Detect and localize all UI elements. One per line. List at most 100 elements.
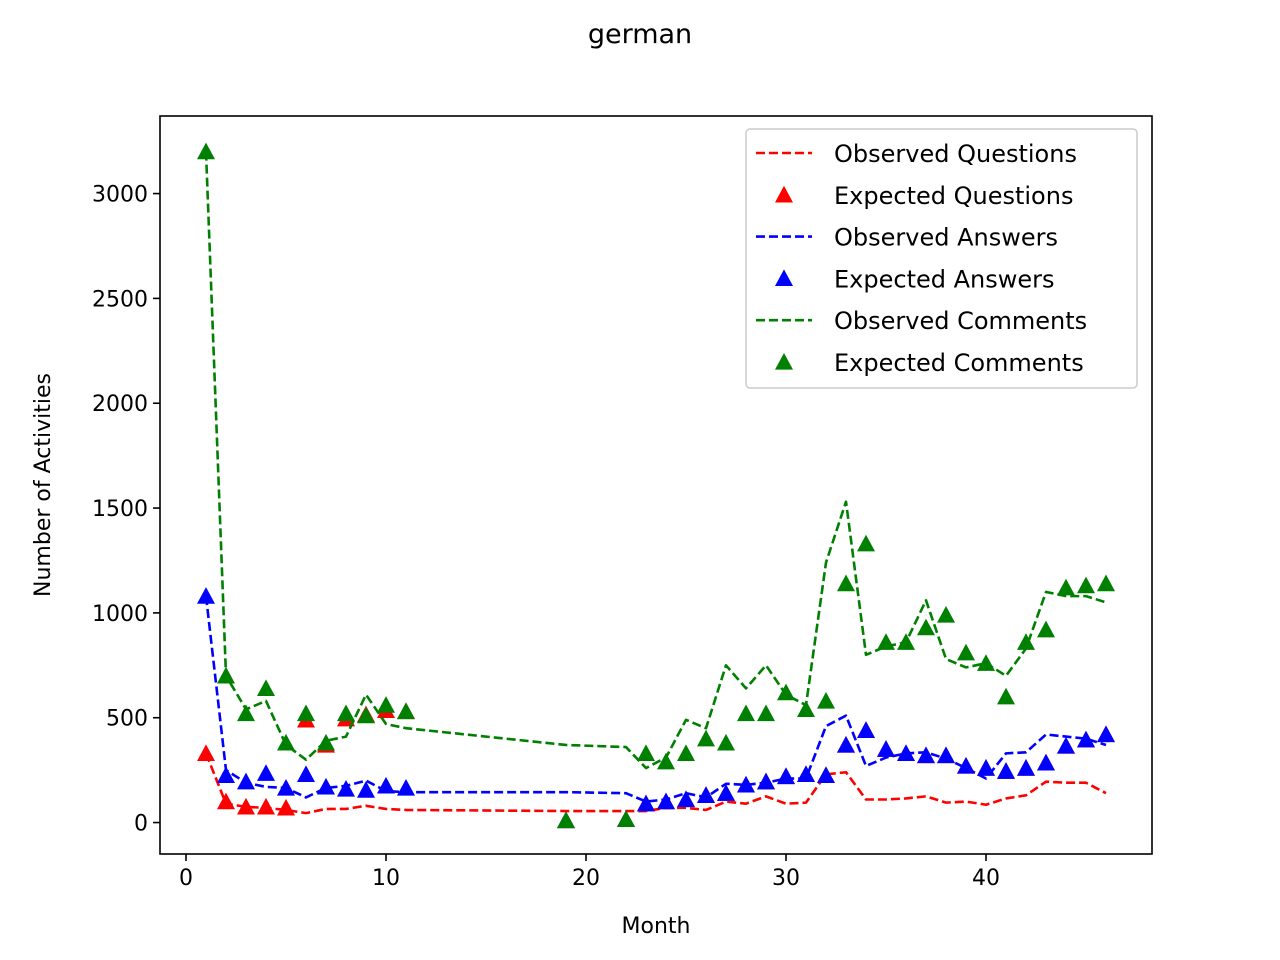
legend-item: Expected Questions bbox=[775, 182, 1073, 210]
data-point bbox=[877, 740, 895, 757]
data-point bbox=[697, 729, 715, 747]
y-tick-label: 500 bbox=[106, 707, 148, 732]
data-point bbox=[977, 654, 995, 671]
data-point bbox=[737, 775, 755, 793]
data-point bbox=[197, 587, 215, 604]
chart-title: german bbox=[588, 19, 692, 50]
legend-label: Expected Questions bbox=[834, 182, 1073, 210]
data-point bbox=[777, 683, 795, 701]
data-point bbox=[557, 811, 575, 829]
series-expected-answers bbox=[197, 587, 1115, 829]
data-point bbox=[397, 778, 415, 796]
data-point bbox=[377, 696, 395, 713]
series-expected-comments bbox=[197, 142, 1115, 829]
legend-item: Observed Questions bbox=[756, 140, 1077, 168]
data-point bbox=[637, 794, 655, 812]
plot-frame bbox=[159, 115, 1153, 855]
data-point bbox=[1077, 730, 1095, 748]
legend-box bbox=[745, 128, 1138, 389]
data-point bbox=[1097, 574, 1115, 592]
ticks-layer: 0 10 20 30 40 0 500 1000 1500 2000 2500 3000 bbox=[92, 183, 1000, 891]
data-point bbox=[377, 776, 395, 794]
data-point bbox=[237, 772, 255, 790]
data-point bbox=[997, 687, 1015, 705]
data-point bbox=[237, 704, 255, 722]
data-point bbox=[857, 534, 875, 552]
legend-item: Observed Comments bbox=[756, 307, 1087, 335]
legend-marker-swatch bbox=[775, 185, 793, 203]
data-point bbox=[717, 784, 735, 801]
data-point bbox=[1017, 759, 1035, 776]
data-point bbox=[217, 766, 235, 784]
y-tick-label: 2500 bbox=[92, 287, 148, 312]
y-tick-label: 2000 bbox=[92, 392, 148, 417]
data-point bbox=[957, 643, 975, 661]
y-axis-title: Number of Activities bbox=[31, 373, 56, 597]
data-point bbox=[677, 790, 695, 808]
data-point bbox=[257, 764, 275, 781]
data-point bbox=[217, 666, 235, 684]
series-observed-questions bbox=[204, 752, 1107, 815]
data-point bbox=[1097, 725, 1115, 743]
data-point bbox=[197, 142, 215, 160]
x-tick-label: 0 bbox=[179, 866, 193, 891]
data-point bbox=[777, 767, 795, 785]
data-point bbox=[957, 756, 975, 774]
data-point bbox=[677, 744, 695, 762]
x-axis-title: Month bbox=[622, 914, 691, 939]
data-point bbox=[357, 781, 375, 798]
data-point bbox=[297, 704, 315, 722]
data-point bbox=[1037, 753, 1055, 771]
data-point bbox=[917, 746, 935, 764]
data-point bbox=[757, 772, 775, 790]
y-tick-label: 1000 bbox=[92, 602, 148, 627]
data-point bbox=[937, 605, 955, 623]
data-point bbox=[197, 744, 215, 762]
x-tick-label: 30 bbox=[772, 866, 800, 891]
legend-item: Expected Answers bbox=[775, 265, 1055, 293]
data-point bbox=[277, 798, 295, 816]
data-point bbox=[237, 797, 255, 815]
legend-label: Observed Questions bbox=[834, 140, 1077, 168]
data-point bbox=[817, 691, 835, 709]
data-point bbox=[837, 574, 855, 592]
data-point bbox=[337, 704, 355, 722]
data-point bbox=[937, 746, 955, 764]
data-point bbox=[997, 762, 1015, 779]
data-point bbox=[797, 765, 815, 782]
x-tick-label: 20 bbox=[572, 866, 600, 891]
legend-label: Expected Answers bbox=[834, 265, 1055, 293]
data-point bbox=[257, 679, 275, 697]
legend-item: Observed Answers bbox=[756, 224, 1058, 252]
data-point bbox=[917, 618, 935, 636]
x-tick-label: 40 bbox=[972, 866, 1000, 891]
data-point bbox=[317, 733, 335, 751]
legend: Observed Questions Expected Questions Obse… bbox=[745, 128, 1138, 389]
data-point bbox=[1037, 620, 1055, 638]
data-point bbox=[637, 744, 655, 762]
data-point bbox=[657, 792, 675, 810]
data-point bbox=[357, 706, 375, 724]
data-point bbox=[277, 733, 295, 751]
data-point bbox=[697, 786, 715, 803]
data-point bbox=[737, 704, 755, 722]
legend-marker-swatch bbox=[775, 353, 793, 370]
data-point bbox=[857, 721, 875, 738]
data-point bbox=[297, 765, 315, 782]
series-line bbox=[204, 752, 1107, 815]
y-tick-label: 1500 bbox=[92, 497, 148, 522]
data-point bbox=[717, 733, 735, 751]
series-observed-answers bbox=[204, 595, 1107, 803]
data-point bbox=[657, 752, 675, 770]
data-point bbox=[257, 797, 275, 815]
data-point bbox=[617, 810, 635, 828]
data-point bbox=[897, 633, 915, 650]
x-tick-label: 10 bbox=[372, 866, 400, 891]
data-point bbox=[977, 759, 995, 776]
data-point bbox=[1057, 578, 1075, 596]
data-point bbox=[337, 780, 355, 797]
data-point bbox=[1017, 633, 1035, 650]
legend-marker-swatch bbox=[775, 269, 793, 287]
data-point bbox=[397, 702, 415, 720]
legend-label: Observed Comments bbox=[834, 307, 1087, 335]
